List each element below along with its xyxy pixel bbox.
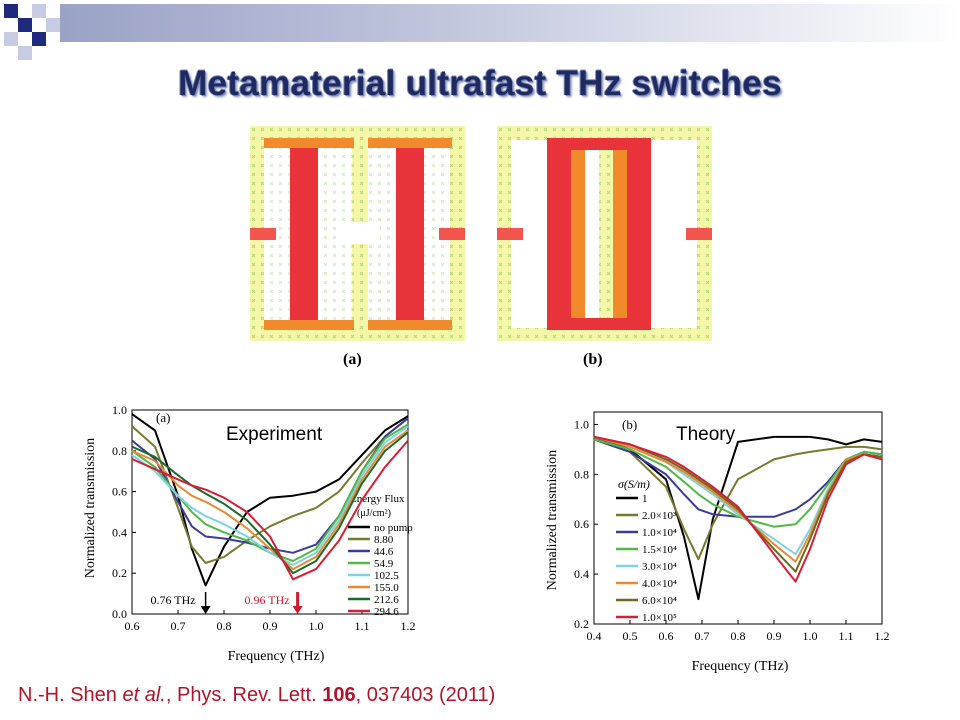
x-tick-label: 1.1 <box>839 629 854 643</box>
annotation-arrowhead <box>292 606 303 614</box>
chart-caption: Experiment <box>226 424 323 445</box>
chart-xlabel: Frequency (THz) <box>228 649 325 664</box>
x-tick-label: 0.8 <box>731 629 746 643</box>
x-tick-label: 1.0 <box>309 619 324 633</box>
current-distribution-figure-b <box>497 126 712 341</box>
corner-square <box>32 32 46 46</box>
theory-transmission-chart: Normalized transmission Frequency (THz) … <box>545 411 890 674</box>
x-tick-label: 0.6 <box>125 619 140 633</box>
y-tick-label: 0.8 <box>112 444 127 458</box>
legend-label: 155.0 <box>374 582 399 594</box>
citation: N.-H. Shen et al., Phys. Rev. Lett. 106,… <box>18 684 495 707</box>
series-line <box>593 435 883 583</box>
series-line <box>593 438 883 561</box>
x-tick-label: 0.9 <box>263 619 278 633</box>
legend-label: 1.5×10⁴ <box>642 544 677 556</box>
legend-label: no pump <box>374 522 413 534</box>
y-tick-label: 0.0 <box>112 607 127 621</box>
series-line <box>593 435 883 601</box>
slide-title: Metamaterial ultrafast THz switches <box>178 64 782 103</box>
series-line <box>131 439 409 581</box>
y-tick-label: 0.4 <box>112 525 127 539</box>
legend-label: 6.0×10⁴ <box>642 595 677 607</box>
corner-square <box>4 4 18 18</box>
corner-square <box>18 18 32 32</box>
legend-title: σ(S/m) <box>618 477 650 491</box>
chart-panel-tag: (a) <box>156 410 170 425</box>
legend-label: 102.5 <box>374 570 399 582</box>
figure-label-a: (a) <box>343 351 362 368</box>
x-tick-label: 0.5 <box>623 629 638 643</box>
legend-label: 54.9 <box>374 558 394 570</box>
citation-rest: , 037403 (2011) <box>355 684 496 706</box>
citation-etal: et al. <box>122 684 166 706</box>
x-tick-label: 0.4 <box>587 629 602 643</box>
y-tick-label: 0.6 <box>112 485 127 499</box>
x-tick-label: 0.7 <box>695 629 710 643</box>
legend-title: Energy Flux <box>350 493 405 505</box>
legend-label: 4.0×10⁴ <box>642 578 677 590</box>
experiment-transmission-chart: Normalized transmission Frequency (THz) … <box>83 403 416 664</box>
x-tick-label: 0.9 <box>767 629 782 643</box>
y-tick-label: 1.0 <box>574 417 589 431</box>
y-tick-label: 0.4 <box>574 567 589 581</box>
corner-square <box>46 18 60 32</box>
legend-label: 1 <box>642 493 648 505</box>
x-tick-label: 1.2 <box>875 629 890 643</box>
series-line <box>131 425 409 566</box>
x-tick-label: 1.2 <box>401 619 416 633</box>
y-tick-label: 0.2 <box>574 617 589 631</box>
y-tick-label: 0.8 <box>574 467 589 481</box>
annotation-label: 0.96 THz <box>244 593 289 607</box>
legend-label: 1.0×10⁵ <box>642 612 677 624</box>
series-line <box>131 431 409 575</box>
legend-label: 2.0×10³ <box>642 510 677 522</box>
citation-volume: 106 <box>322 684 356 706</box>
legend-label: 8.80 <box>374 534 394 546</box>
legend-unit: (μJ/cm²) <box>357 508 391 519</box>
x-tick-label: 0.6 <box>659 629 674 643</box>
current-distribution-figure-a <box>250 126 465 341</box>
corner-square <box>18 46 32 60</box>
legend-label: 212.6 <box>374 594 399 606</box>
citation-authors: N.-H. Shen <box>18 684 117 706</box>
y-tick-label: 0.6 <box>574 517 589 531</box>
legend-label: 3.0×10⁴ <box>642 561 677 573</box>
chart-ylabel: Normalized transmission <box>545 450 560 590</box>
legend-label: 44.6 <box>374 546 394 558</box>
chart-ylabel: Normalized transmission <box>83 438 98 578</box>
corner-square <box>32 4 46 18</box>
annotation-arrowhead <box>200 606 211 614</box>
y-tick-label: 0.2 <box>112 566 127 580</box>
chart-xlabel: Frequency (THz) <box>692 659 789 674</box>
y-tick-label: 1.0 <box>112 403 127 417</box>
legend-label: 294.6 <box>374 606 399 618</box>
x-tick-label: 1.0 <box>803 629 818 643</box>
annotation-label: 0.76 THz <box>150 593 195 607</box>
chart-caption: Theory <box>676 424 736 445</box>
citation-journal: , Phys. Rev. Lett. <box>165 684 323 706</box>
x-tick-label: 1.1 <box>355 619 370 633</box>
legend-label: 1.0×10⁴ <box>642 527 677 539</box>
series-line <box>131 429 409 571</box>
header-gradient-bar <box>60 4 960 42</box>
x-tick-label: 0.8 <box>217 619 232 633</box>
figure-label-b: (b) <box>583 351 603 368</box>
corner-square <box>4 32 18 46</box>
x-tick-label: 0.7 <box>171 619 186 633</box>
chart-panel-tag: (b) <box>622 417 637 432</box>
